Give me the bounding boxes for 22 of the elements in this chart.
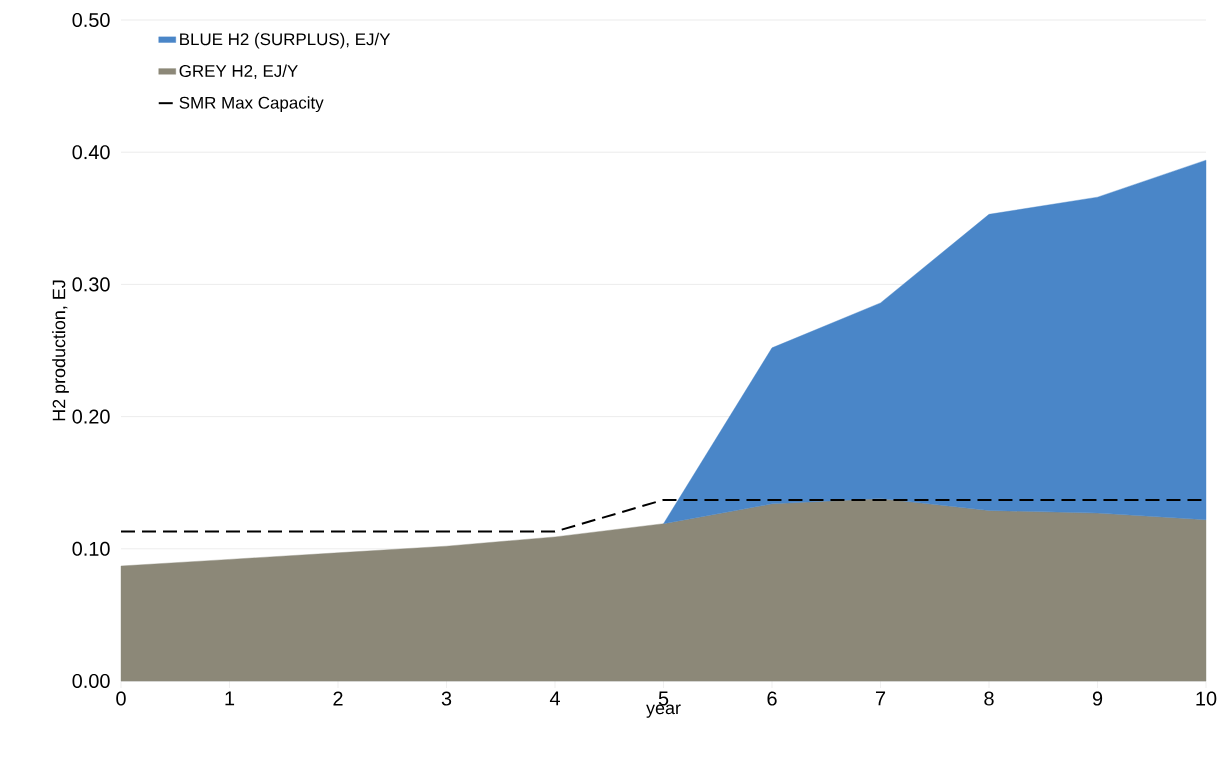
- x-tick-label: 1: [225, 691, 235, 706]
- y-tick-label: 0.10: [72, 541, 110, 556]
- legend-label: SMR Max Capacity: [179, 96, 324, 113]
- x-tick-label: 6: [767, 691, 777, 706]
- y-tick-label: 0.50: [72, 12, 110, 28]
- y-tick-label: 0.40: [72, 145, 110, 160]
- x-axis-title: year: [646, 704, 681, 718]
- x-tick-label: 2: [333, 691, 343, 706]
- x-tick-label: 9: [1092, 691, 1103, 706]
- y-tick-label: 0.00: [72, 673, 110, 689]
- legend-label: BLUE H2 (SURPLUS), EJ/Y: [180, 32, 391, 49]
- x-tick-label: 10: [1196, 691, 1217, 706]
- x-tick-label: 0: [116, 691, 126, 706]
- x-tick-label: 3: [441, 691, 452, 706]
- x-tick-label: 8: [984, 691, 994, 706]
- y-axis-title: H2 production, EJ: [52, 280, 69, 421]
- x-tick-label: 7: [875, 691, 886, 706]
- y-tick-label: 0.20: [72, 409, 110, 424]
- x-tick-label: 4: [549, 691, 560, 706]
- legend-label: GREY H2, EJ/Y: [179, 64, 298, 79]
- x-tick-label: 5: [658, 691, 669, 706]
- y-tick-label: 0.30: [72, 277, 110, 292]
